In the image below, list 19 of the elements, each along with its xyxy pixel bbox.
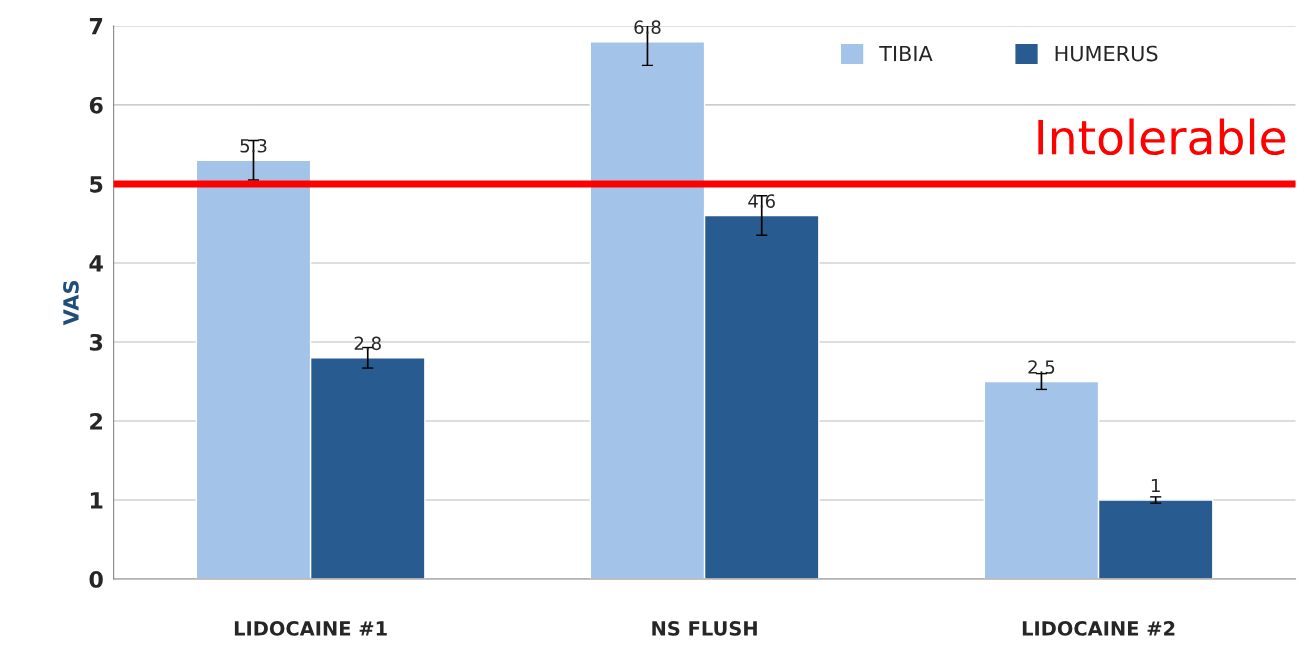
y-tick-label: 2 [90,412,102,430]
ref-line-label: Intolerable [1038,118,1286,156]
x-tick-label: LIDOCAINE #1 [234,621,387,636]
y-tick-label: 6 [89,96,103,114]
y-axis-title: VAS [63,281,79,326]
y-tick-label: 4 [89,255,103,272]
y-tick-label: 7 [89,18,103,35]
x-tick-label: NS FLUSH [652,621,757,636]
legend-label: TIBIA [879,45,933,62]
x-tick-label: LIDOCAINE #2 [1022,621,1175,636]
y-tick-label: 1 [90,492,103,509]
y-tick-label: 5 [90,176,103,193]
y-tick-label: 3 [89,333,103,351]
data-label: 2.5 [1028,360,1055,374]
data-label: 2.8 [354,336,381,351]
y-tick-label: 0 [89,571,103,588]
legend-label: HUMERUS [1055,45,1158,62]
data-label: 1 [1151,478,1160,493]
data-label: 6.8 [634,20,661,35]
